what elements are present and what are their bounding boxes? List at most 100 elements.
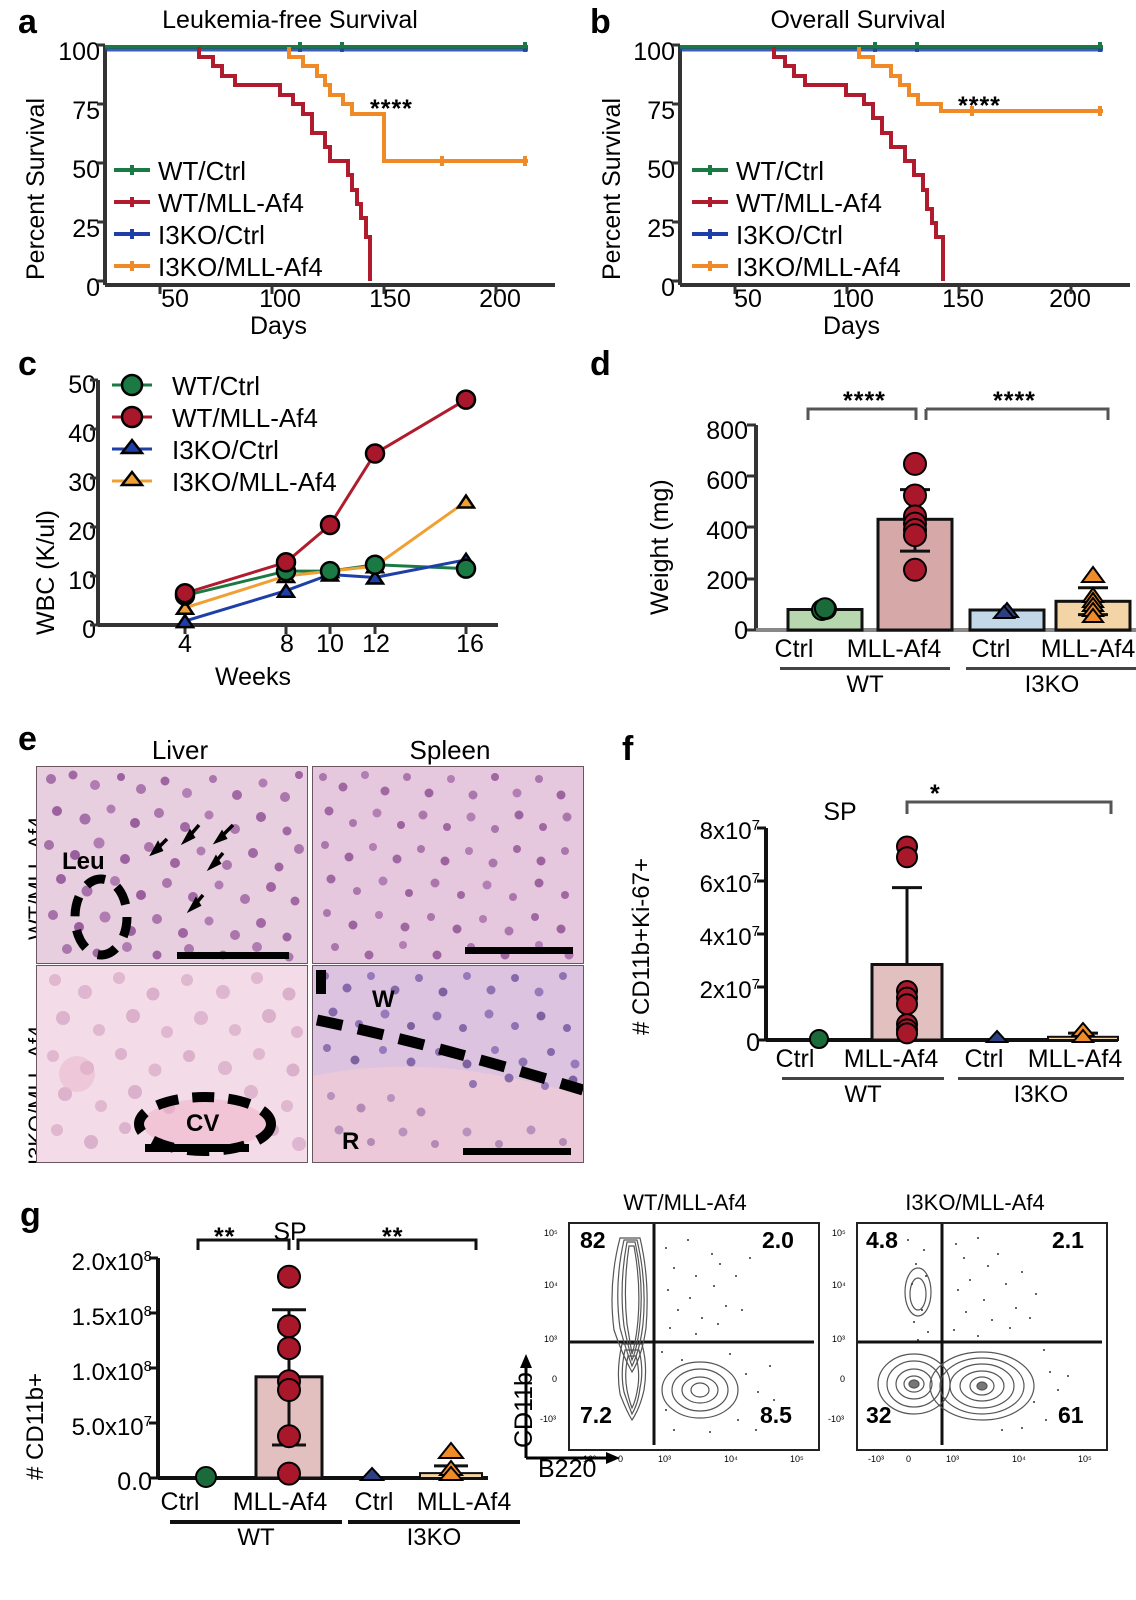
panel-a-ytick-75: 75 <box>72 97 100 125</box>
panel-b-ytick-100: 100 <box>633 38 675 66</box>
panel-g-group-label-wt: WT <box>237 1524 275 1551</box>
panel-g-group-rule-i3ko <box>348 1520 520 1524</box>
panel-f-xtick-2: Ctrl <box>964 1045 1004 1073</box>
panel-e: e Liver Spleen WT/MLL-Af4 I3KO/MLL-Af4 <box>0 700 600 1170</box>
panel-a-xtick-150: 150 <box>369 285 411 313</box>
panel-c-legend-item-1: WT/MLL-Af4 <box>172 403 318 433</box>
panel-e-column-header-spleen: Spleen <box>409 735 491 765</box>
panel-f-group-rule-i3ko <box>958 1077 1124 1080</box>
panel-g-flow-1-xtick-4: 10⁵ <box>1078 1454 1092 1464</box>
panel-g-flow-0-ytick-3: 0 <box>552 1374 558 1384</box>
panel-e-column-header-liver: Liver <box>151 735 209 765</box>
panel-a-legend-item-2: I3KO/Ctrl <box>158 220 265 250</box>
panel-c-label: c <box>18 345 37 383</box>
panel-g-flow-0-quad-ll: 7.2 <box>580 1402 612 1428</box>
panel-g-flow-0-ytick-2: 10³ <box>544 1334 558 1344</box>
panel-d-group-label-wt: WT <box>846 671 884 698</box>
panel-f-group-label-i3ko: I3KO <box>1013 1081 1069 1108</box>
panel-g-flow-0-xtick-2: 10³ <box>658 1454 672 1464</box>
panel-f: f SP # CD11b+Ki-67+ 8x107 6x107 4x107 2x… <box>600 700 1136 1170</box>
panel-g-flow-0-quad-lr: 8.5 <box>760 1402 792 1428</box>
panel-d-label: d <box>590 345 611 383</box>
panel-f-xtick-1: MLL-Af4 <box>843 1045 939 1073</box>
panel-e-image-liver-i3ko <box>36 965 308 1163</box>
panel-b-ytick-0: 0 <box>661 274 675 302</box>
panel-e-label: e <box>18 720 37 758</box>
panel-b-legend-item-1: WT/MLL-Af4 <box>736 188 882 218</box>
panel-e-image-spleen-wt <box>312 766 584 964</box>
panel-g-ytick-0: 0.0 <box>117 1468 152 1496</box>
panel-f-xtick-0: Ctrl <box>775 1045 815 1073</box>
panel-g-label: g <box>20 1196 41 1234</box>
panel-a-significance: **** <box>370 95 413 123</box>
panel-g-ytick-1e8: 1.0x108 <box>71 1358 152 1386</box>
panel-g-flow-0-xtick-1: 0 <box>618 1454 624 1464</box>
panel-g-significance-0: ** <box>214 1223 236 1251</box>
panel-c-legend-item-3: I3KO/MLL-Af4 <box>172 467 337 497</box>
panel-g-group-label-i3ko: I3KO <box>406 1524 462 1551</box>
panel-g-flow-xlabel: B220 <box>538 1455 597 1483</box>
panel-g-flow-title-1: I3KO/MLL-Af4 <box>905 1190 1045 1215</box>
panel-b-xtick-100: 100 <box>832 285 874 313</box>
panel-e-annotation-cv: CV <box>186 1110 220 1137</box>
panel-g-flow-1-quad-lr: 61 <box>1058 1402 1084 1428</box>
panel-a-xtick-50: 50 <box>161 285 189 313</box>
panel-b-ytick-75: 75 <box>647 97 675 125</box>
panel-e-image-liver-wt <box>36 766 308 964</box>
panel-b-legend-swatches <box>692 165 728 271</box>
panel-d-group-label-i3ko: I3KO <box>1024 671 1080 698</box>
panel-c-ytick-0: 0 <box>82 616 96 644</box>
panel-g-flow-1-xtick-1: 0 <box>906 1454 912 1464</box>
panel-g-flow-1-quad-ul: 4.8 <box>866 1227 898 1253</box>
panel-d-group-rule-i3ko <box>966 667 1136 670</box>
panel-a-plot <box>97 42 555 294</box>
panel-f-plot <box>757 800 1119 1049</box>
panel-a-xtick-100: 100 <box>259 285 301 313</box>
panel-g-significance-1: ** <box>382 1223 404 1251</box>
panel-b-xtick-50: 50 <box>734 285 762 313</box>
panel-a-title: Leukemia-free Survival <box>162 6 418 34</box>
panel-b-xtick-150: 150 <box>942 285 984 313</box>
panel-a-ytick-0: 0 <box>86 274 100 302</box>
panel-c-legend-item-0: WT/Ctrl <box>172 371 261 401</box>
panel-a-ytick-100: 100 <box>58 38 100 66</box>
panel-f-significance-0: * <box>930 780 941 808</box>
panel-a-legend-item-0: WT/Ctrl <box>158 156 247 186</box>
panel-d-xtick-0: Ctrl <box>774 635 814 663</box>
panel-c-xtick-12: 12 <box>362 630 390 658</box>
panel-g-flow-plot-1 <box>856 1222 1108 1451</box>
panel-g-flow-1-quad-ur: 2.1 <box>1052 1227 1084 1253</box>
panel-d-plot <box>747 407 1136 632</box>
panel-f-ytick-8e7: 8x107 <box>699 817 760 845</box>
panel-a-legend-swatches <box>114 165 150 271</box>
panel-g-flow-1-xtick-3: 10⁴ <box>1012 1454 1026 1464</box>
panel-a-xtick-200: 200 <box>479 285 521 313</box>
panel-b-ytick-25: 25 <box>647 215 675 243</box>
panel-g-flow-axis-arrows <box>520 1354 620 1464</box>
panel-c-plot <box>90 378 498 634</box>
panel-b: b Overall Survival Percent Survival Days… <box>568 0 1136 345</box>
panel-g-flow-1-ytick-0: 10⁵ <box>832 1228 846 1238</box>
panel-f-ytick-4e7: 4x107 <box>699 923 760 951</box>
panel-d-ytick-600: 600 <box>706 467 748 495</box>
panel-d-xtick-1: MLL-Af4 <box>846 635 942 663</box>
panel-a-ytick-25: 25 <box>72 215 100 243</box>
panel-a: a Leukemia-free Survival Percent Surviva… <box>0 0 568 345</box>
panel-f-label: f <box>622 730 634 768</box>
panel-c-ytick-10: 10 <box>68 567 96 595</box>
panel-g-plot <box>149 1238 488 1488</box>
panel-g-flow-title-0: WT/MLL-Af4 <box>623 1190 747 1215</box>
panel-f-group-label-wt: WT <box>844 1081 882 1108</box>
panel-a-ytick-50: 50 <box>72 156 100 184</box>
panel-b-ytick-50: 50 <box>647 156 675 184</box>
panel-g-flow-0-ytick-0: 10⁵ <box>544 1228 558 1238</box>
panel-f-title: SP <box>823 798 857 826</box>
panel-d-ytick-200: 200 <box>706 567 748 595</box>
panel-a-label: a <box>18 3 37 41</box>
panel-c-xtick-16: 16 <box>456 630 484 658</box>
panel-g-xtick-3: MLL-Af4 <box>416 1488 512 1516</box>
panel-c-legend-item-2: I3KO/Ctrl <box>172 435 279 465</box>
panel-g-xtick-2: Ctrl <box>354 1488 394 1516</box>
panel-g-xtick-1: MLL-Af4 <box>232 1488 328 1516</box>
panel-c-xtick-10: 10 <box>316 630 344 658</box>
